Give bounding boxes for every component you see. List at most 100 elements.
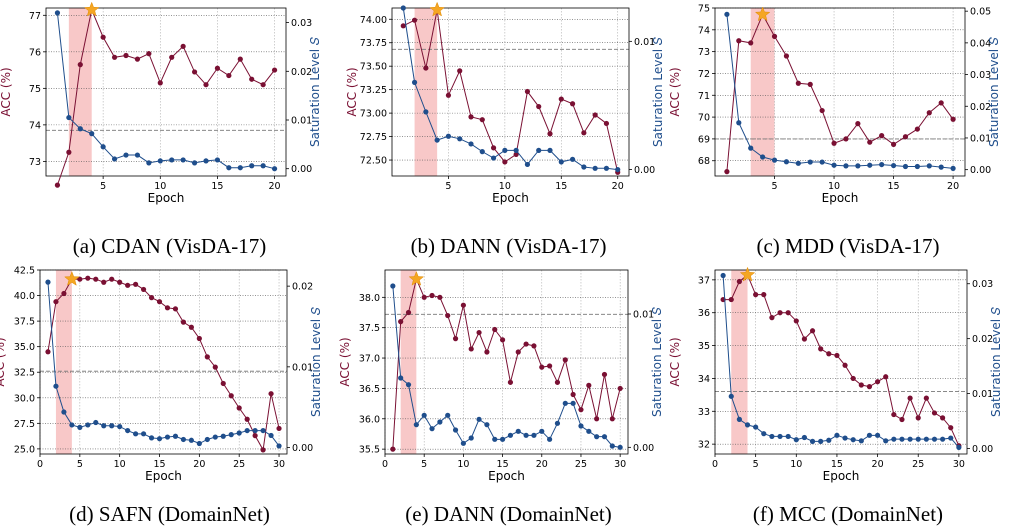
saturation-point — [502, 147, 508, 153]
saturation-point — [54, 10, 61, 16]
acc-point — [53, 299, 59, 305]
y-left-tick-label: 37.5 — [14, 317, 35, 328]
acc-series-line — [47, 277, 280, 452]
saturation-point — [728, 393, 734, 399]
star-icon — [83, 1, 100, 17]
saturation-point — [891, 436, 897, 442]
acc-point — [891, 411, 897, 418]
acc-point — [562, 357, 568, 363]
y-left-tick-label: 73.25 — [360, 85, 387, 96]
saturation-point — [736, 120, 742, 126]
saturation-point — [66, 114, 72, 121]
saturation-point — [724, 11, 730, 17]
highlight-band — [55, 270, 72, 454]
acc-point — [926, 110, 932, 116]
saturation-point — [156, 436, 163, 442]
saturation-point — [558, 159, 564, 165]
acc-point — [100, 34, 106, 40]
plot-frame — [384, 269, 629, 455]
chart-b: 5 10 15 20 72.50 72.75 73.00 73.25 73.50 73.75 74.… — [345, 1, 665, 205]
star-icon — [408, 270, 425, 286]
acc-point — [866, 384, 873, 390]
acc-point — [499, 337, 506, 343]
saturation-point — [77, 126, 83, 132]
y-left-tick-label: 77 — [29, 11, 41, 22]
saturation-point — [950, 165, 956, 171]
acc-point — [125, 282, 131, 288]
acc-point — [785, 310, 791, 316]
saturation-point — [601, 434, 608, 440]
saturation-point — [125, 427, 131, 434]
acc-point — [923, 395, 929, 401]
acc-point — [244, 416, 250, 422]
acc-point — [228, 393, 234, 399]
y-right-tick-label: 0.02 — [291, 67, 312, 78]
acc-point — [783, 53, 790, 59]
saturation-point — [777, 433, 783, 440]
saturation-point — [801, 434, 808, 441]
saturation-point — [807, 159, 813, 165]
saturation-point — [592, 165, 598, 171]
acc-point — [405, 309, 412, 316]
acc-point — [460, 302, 466, 308]
acc-point — [260, 447, 266, 453]
saturation-point — [434, 137, 440, 143]
caption-d: (d) SAFN (DomainNet) — [69, 502, 270, 526]
x-tick-label: 10 — [114, 459, 126, 470]
saturation-point — [85, 422, 91, 428]
plot-frame — [39, 269, 288, 455]
y-left-tick-label: 73.00 — [360, 109, 387, 120]
star-icon — [64, 271, 80, 286]
acc-point — [204, 354, 210, 360]
y-left-axis-label: ACC (%) — [338, 337, 352, 386]
y-left-tick-label: 38.0 — [359, 293, 380, 304]
saturation-point — [842, 435, 848, 441]
acc-point — [558, 96, 564, 102]
x-tick-label: 15 — [211, 181, 223, 192]
acc-point — [536, 103, 542, 110]
acc-point — [547, 363, 553, 369]
saturation-point — [45, 279, 51, 285]
saturation-point — [249, 163, 255, 169]
acc-point — [445, 312, 451, 319]
acc-point — [212, 364, 218, 370]
y-right-tick-label: 0.03 — [972, 279, 993, 290]
acc-point — [156, 299, 163, 305]
acc-point — [214, 65, 221, 71]
y-left-tick-label: 32.5 — [14, 368, 35, 379]
saturation-point — [617, 444, 623, 450]
saturation-point — [260, 427, 266, 434]
acc-point — [724, 169, 730, 175]
acc-point — [914, 126, 920, 132]
saturation-point — [531, 432, 537, 438]
chart-c: 5 10 15 20 68 69 70 71 72 73 74 75 0.00 0.01 0.02 0.03 0… — [668, 4, 1001, 206]
saturation-point — [244, 427, 250, 434]
acc-point — [931, 410, 938, 416]
saturation-point — [411, 79, 418, 85]
acc-point — [411, 17, 418, 23]
saturation-point — [140, 431, 147, 437]
y-right-tick-label: 0.01 — [291, 116, 312, 127]
x-tick-label: 0 — [37, 459, 43, 470]
saturation-point — [914, 163, 920, 170]
acc-point — [728, 296, 734, 303]
acc-point — [890, 141, 897, 147]
y-left-axis-label: ACC (%) — [668, 67, 682, 116]
saturation-point — [883, 438, 889, 444]
y-right-tick-label: 0.02 — [972, 334, 993, 345]
saturation-point — [271, 166, 278, 172]
y-left-tick-label: 75 — [29, 84, 41, 95]
acc-point — [801, 336, 808, 342]
acc-point — [858, 382, 864, 388]
acc-point — [507, 379, 514, 385]
saturation-point — [398, 375, 404, 381]
saturation-point — [89, 131, 95, 137]
y-left-axis-label: ACC (%) — [668, 337, 682, 386]
highlight-band — [68, 8, 92, 176]
acc-point — [831, 140, 837, 146]
x-tick-label: 5 — [445, 181, 451, 192]
saturation-point — [69, 422, 75, 428]
acc-point — [850, 375, 856, 382]
acc-point — [468, 114, 474, 120]
x-tick-label: 5 — [753, 459, 759, 470]
